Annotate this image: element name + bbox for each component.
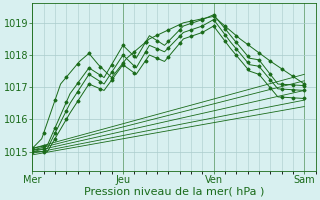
X-axis label: Pression niveau de la mer( hPa ): Pression niveau de la mer( hPa )	[84, 187, 264, 197]
